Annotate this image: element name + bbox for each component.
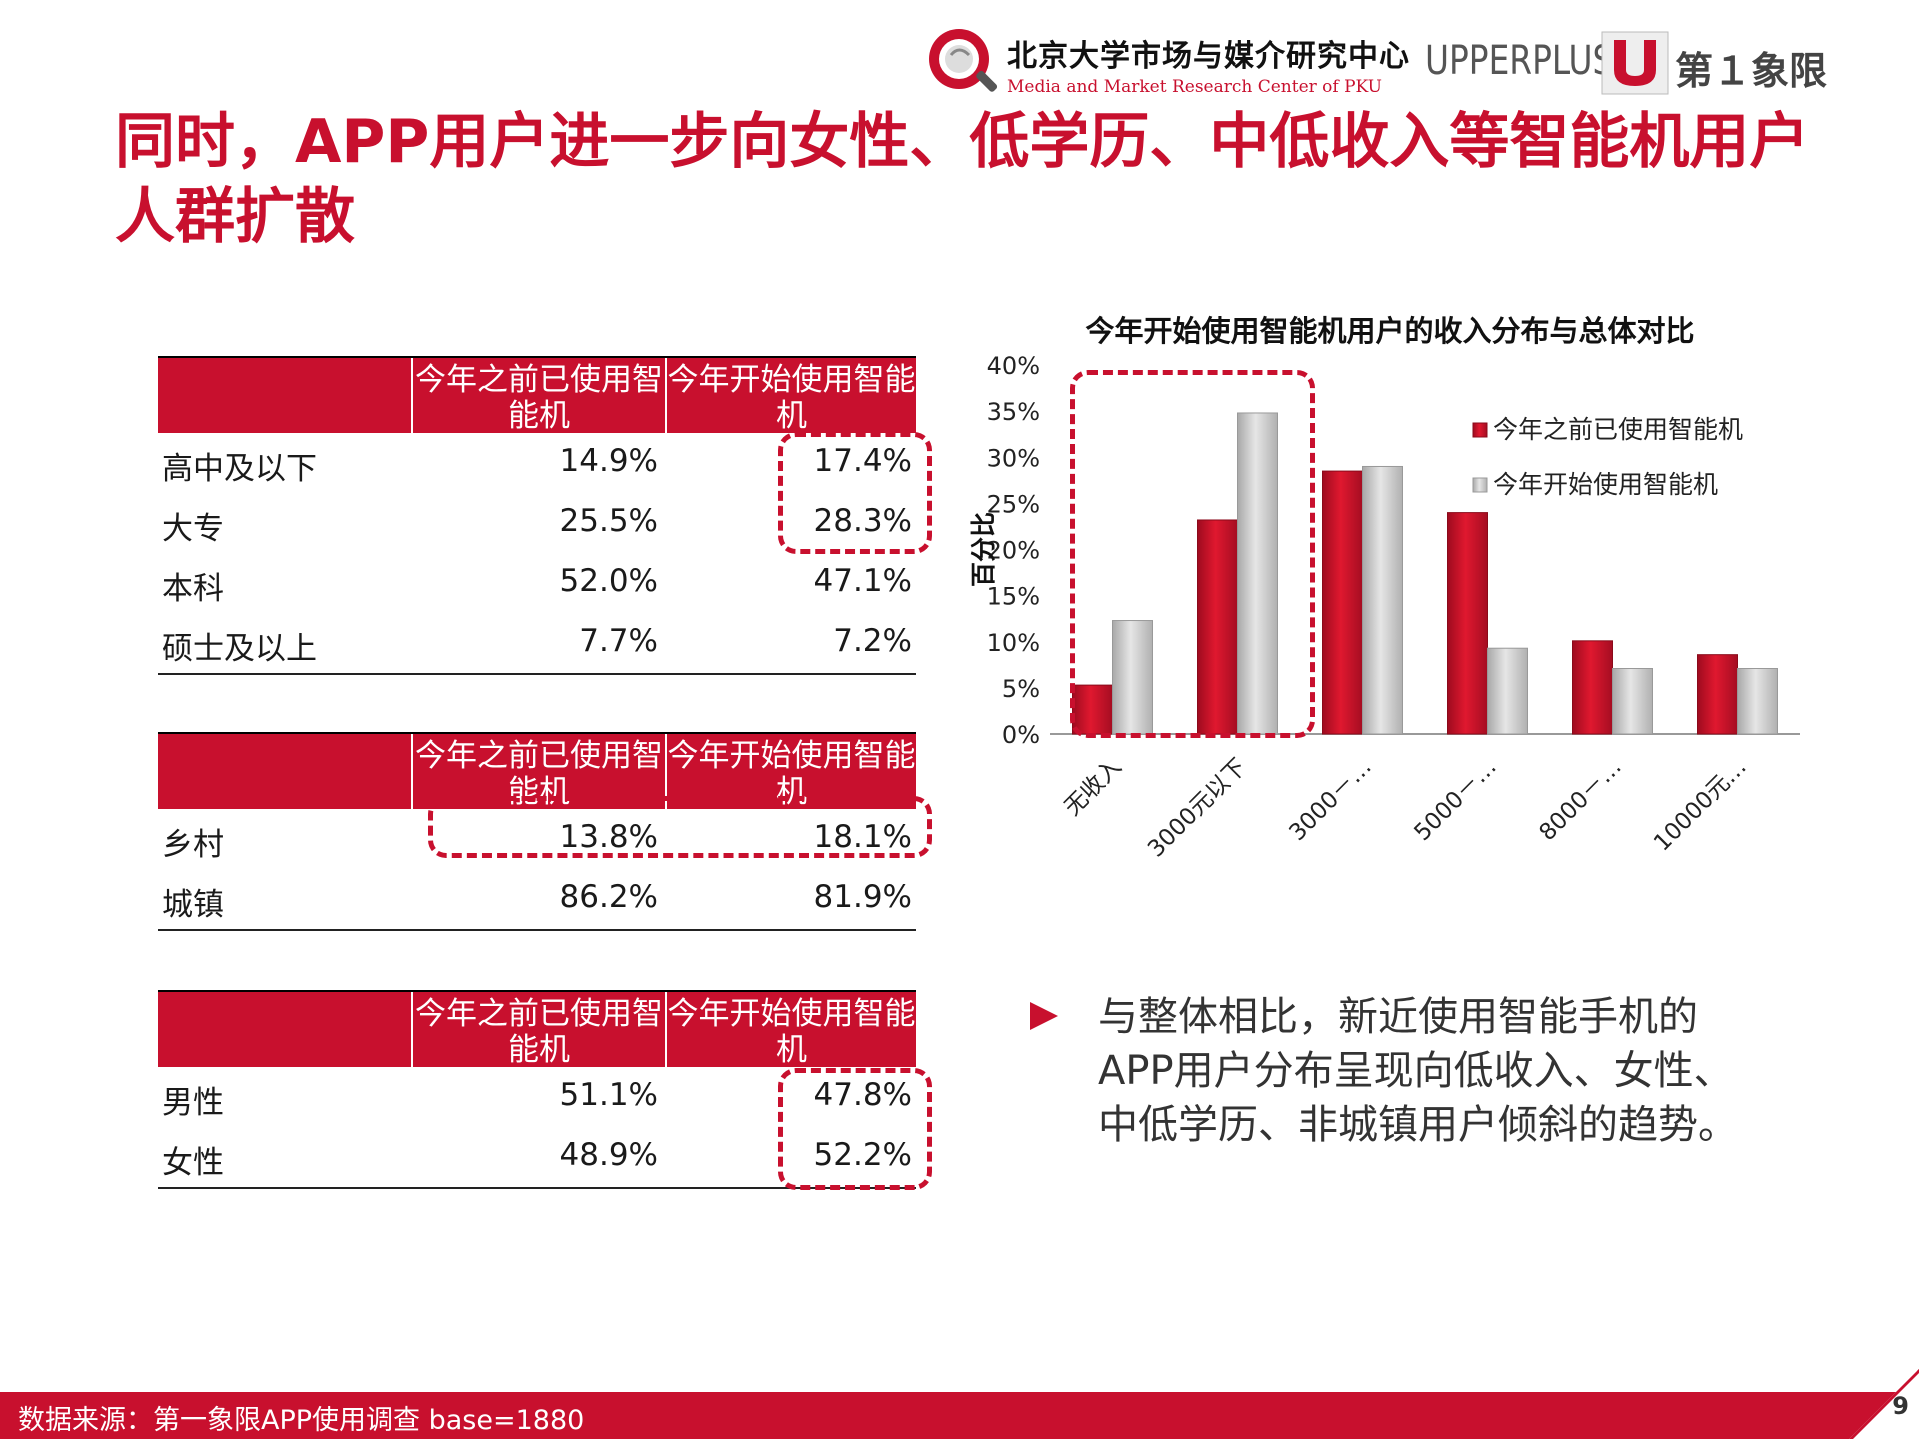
- cell-before: 86.2%: [559, 879, 658, 915]
- table-row: 男性 51.1% 47.8%: [158, 1067, 916, 1127]
- upperplus-logo: UPPERPLUS 第１象限: [1425, 28, 1845, 98]
- bar-new: [1112, 620, 1153, 735]
- footer-bar: [0, 1392, 1919, 1439]
- table-header: 今年之前已使用智能机 今年开始使用智能机: [158, 990, 916, 1069]
- data-source: 数据来源：第一象限APP使用调查 base=1880: [18, 1405, 585, 1436]
- chart-title: 今年开始使用智能机用户的收入分布与总体对比: [1085, 315, 1694, 348]
- bar-new: [1612, 668, 1653, 735]
- bar-before: [1572, 640, 1613, 735]
- cell-new: 47.8%: [813, 1077, 912, 1113]
- page-title: 同时，APP用户进一步向女性、低学历、中低收入等智能机用户人群扩散: [115, 107, 1810, 252]
- upperplus-wordmark: UPPERPLUS: [1425, 38, 1614, 84]
- table-row: 硕士及以上 7.7% 7.2%: [158, 613, 916, 673]
- col-header-before: 今年之前已使用智能机: [411, 734, 665, 811]
- bar-before: [1697, 654, 1738, 735]
- bar-before: [1322, 470, 1363, 735]
- row-label: 硕士及以上: [162, 631, 317, 667]
- y-tick-label: 10%: [987, 629, 1040, 657]
- cell-before: 7.7%: [579, 623, 658, 659]
- gender-table: 今年之前已使用智能机 今年开始使用智能机 男性 51.1% 47.8% 女性 4…: [158, 990, 916, 1189]
- cell-before: 52.0%: [559, 563, 658, 599]
- bar-new: [1487, 647, 1528, 735]
- table-header: 今年之前已使用智能机 今年开始使用智能机: [158, 356, 916, 435]
- income-chart: 今年开始使用智能机用户的收入分布与总体对比 0% 5% 10% 15% 20% 25% 30…: [960, 315, 1820, 895]
- legend-swatch: [1472, 422, 1488, 438]
- y-tick-label: 40%: [987, 352, 1040, 380]
- x-tick-label: 8000－…: [1534, 754, 1626, 846]
- cell-new: 81.9%: [813, 879, 912, 915]
- col-header-new: 今年开始使用智能机: [665, 358, 916, 435]
- cell-before: 48.9%: [559, 1137, 658, 1173]
- bar-new: [1737, 668, 1778, 735]
- y-tick-label: 35%: [987, 398, 1040, 426]
- table-bottom-rule: [158, 673, 916, 675]
- x-tick-label: 无收入: [1060, 754, 1127, 821]
- row-label: 男性: [162, 1085, 224, 1121]
- col-header-before: 今年之前已使用智能机: [411, 358, 665, 435]
- cell-before: 14.9%: [559, 443, 658, 479]
- cell-new: 17.4%: [813, 443, 912, 479]
- y-tick-label: 25%: [987, 490, 1040, 518]
- table-row: 本科 52.0% 47.1%: [158, 553, 916, 613]
- education-table: 今年之前已使用智能机 今年开始使用智能机 高中及以下 14.9% 17.4% 大…: [158, 356, 916, 675]
- row-label: 乡村: [162, 827, 224, 863]
- y-tick-label: 20%: [987, 537, 1040, 565]
- legend-label: 今年之前已使用智能机: [1493, 415, 1743, 444]
- row-label: 女性: [162, 1145, 224, 1181]
- x-tick-label: 3000－…: [1284, 754, 1376, 846]
- highlight-box-chart: [1070, 370, 1315, 738]
- bullet-arrow-icon: [1030, 1002, 1058, 1030]
- highlight-box-gender: [778, 1068, 932, 1190]
- table-bottom-rule: [158, 1187, 916, 1189]
- bar-before: [1197, 519, 1238, 735]
- col-header-new: 今年开始使用智能机: [665, 992, 916, 1069]
- row-label: 本科: [162, 571, 224, 607]
- footer: 数据来源：第一象限APP使用调查 base=1880 9: [0, 1367, 1919, 1439]
- legend-label: 今年开始使用智能机: [1493, 470, 1718, 499]
- col-header-before: 今年之前已使用智能机: [411, 992, 665, 1069]
- bar-before: [1072, 684, 1113, 735]
- cell-before: 13.8%: [559, 819, 658, 855]
- income-bar-chart: 今年开始使用智能机用户的收入分布与总体对比 0% 5% 10% 15% 20% 25% 30…: [969, 315, 1800, 863]
- x-tick-label: 3000元以下: [1143, 754, 1252, 863]
- col-header-new: 今年开始使用智能机: [665, 734, 916, 811]
- row-label: 高中及以下: [162, 451, 317, 487]
- u-mark-icon: [1601, 31, 1669, 95]
- brand-name: 第１象限: [1675, 49, 1828, 93]
- x-tick-label: 10000元…: [1649, 754, 1752, 857]
- cell-before: 25.5%: [559, 503, 658, 539]
- table-row: 女性 48.9% 52.2%: [158, 1127, 916, 1187]
- table-row: 高中及以下 14.9% 17.4%: [158, 433, 916, 493]
- cell-new: 52.2%: [813, 1137, 912, 1173]
- legend-swatch: [1472, 477, 1488, 493]
- cell-before: 51.1%: [559, 1077, 658, 1113]
- table-bottom-rule: [158, 929, 916, 931]
- table-row: 城镇 86.2% 81.9%: [158, 869, 916, 929]
- y-tick-label: 0%: [1002, 721, 1040, 749]
- bar-before: [1447, 512, 1488, 735]
- key-finding-text: 与整体相比，新近使用智能手机的APP用户分布呈现向低收入、女性、中低学历、非城镇…: [1098, 994, 1738, 1148]
- highlight-box-region: [428, 796, 932, 858]
- y-tick-label: 5%: [1002, 675, 1040, 703]
- cell-new: 28.3%: [813, 503, 912, 539]
- page-number: 9: [1892, 1392, 1909, 1420]
- cell-new: 18.1%: [813, 819, 912, 855]
- pku-name-en: Media and Market Research Center of PKU: [1007, 77, 1382, 97]
- pku-name-cn: 北京大学市场与媒介研究中心: [1007, 39, 1410, 74]
- bar-new: [1362, 465, 1403, 735]
- pku-logo: 北京大学市场与媒介研究中心 Media and Market Research …: [925, 25, 1409, 105]
- y-tick-label: 15%: [987, 583, 1040, 611]
- row-label: 城镇: [162, 887, 224, 923]
- table-row: 乡村 13.8% 18.1%: [158, 809, 916, 869]
- y-axis-title: 百分比: [969, 512, 998, 587]
- y-tick-label: 30%: [987, 444, 1040, 472]
- magnifier-seal-icon: [929, 29, 998, 92]
- x-tick-label: 5000－…: [1409, 754, 1501, 846]
- cell-new: 47.1%: [813, 563, 912, 599]
- table-row: 大专 25.5% 28.3%: [158, 493, 916, 553]
- row-label: 大专: [162, 511, 224, 547]
- highlight-box-education: [778, 432, 932, 554]
- cell-new: 7.2%: [833, 623, 912, 659]
